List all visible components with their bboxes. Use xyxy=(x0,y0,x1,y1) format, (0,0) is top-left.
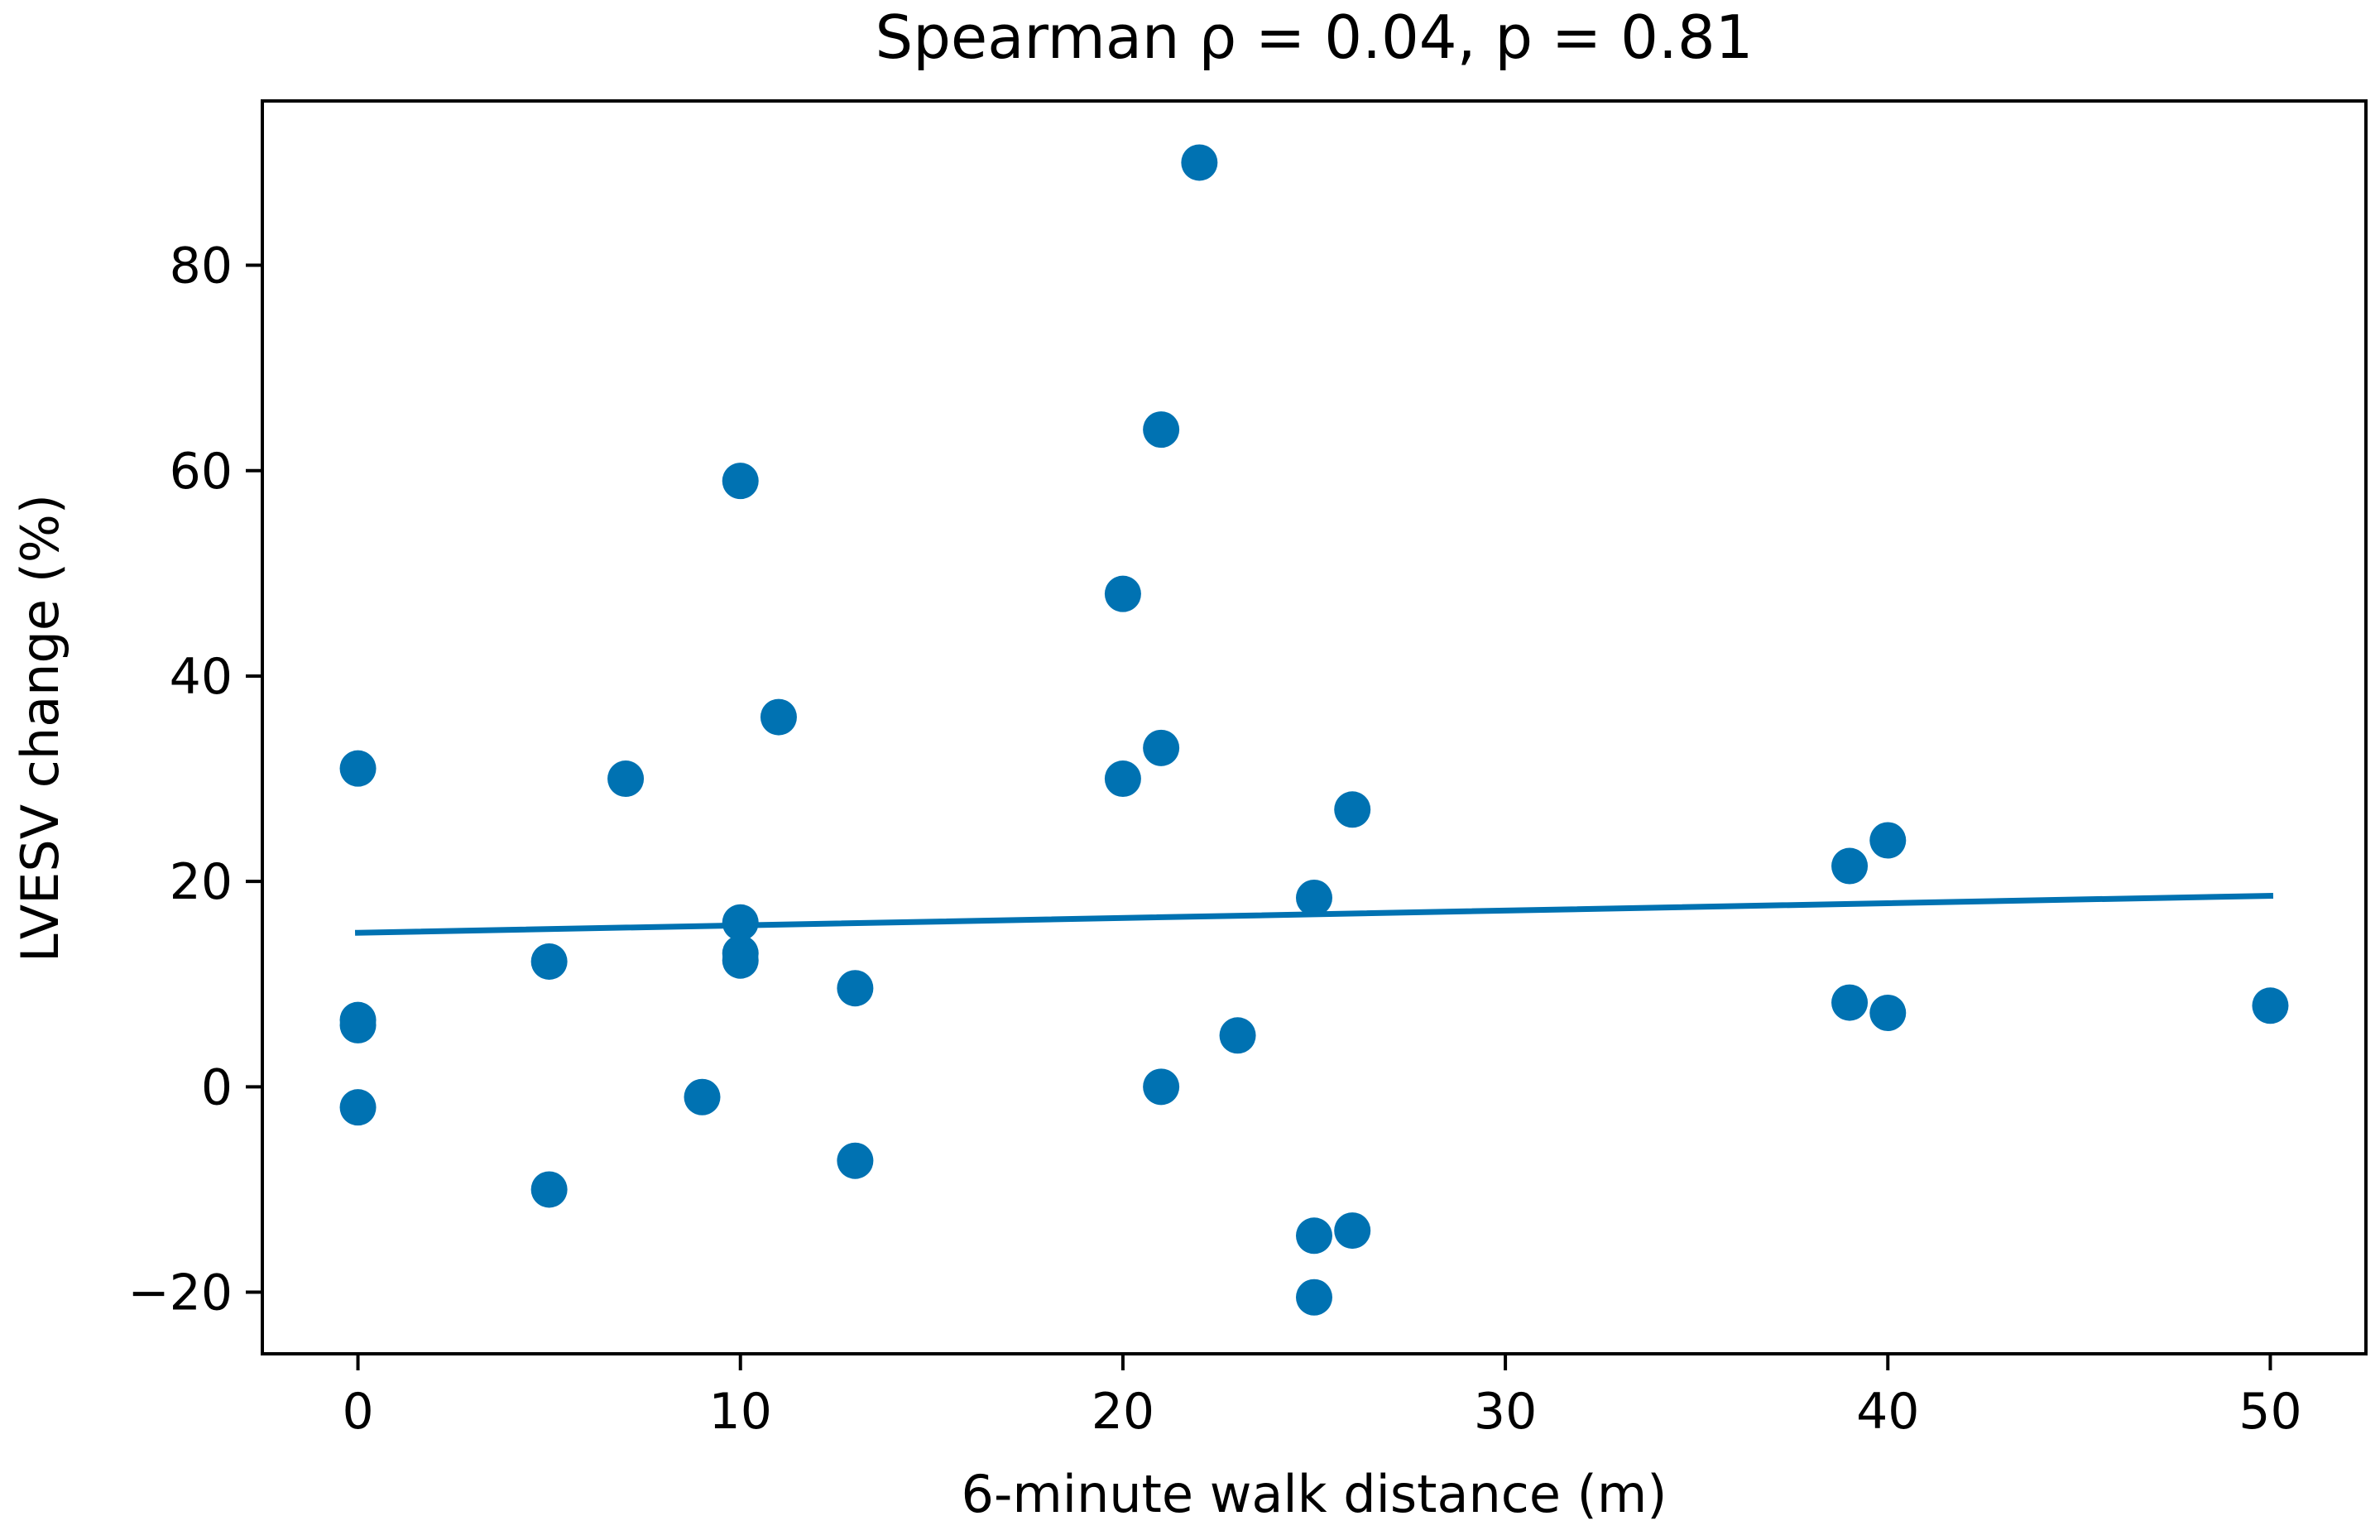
x-tick-label: 20 xyxy=(1092,1383,1154,1441)
data-point xyxy=(722,942,759,979)
x-axis-label: 6-minute walk distance (m) xyxy=(962,1464,1667,1524)
y-tick-label: 0 xyxy=(201,1058,233,1116)
data-point xyxy=(1104,760,1141,798)
y-tick-label: −20 xyxy=(127,1264,233,1322)
y-tick-label: 40 xyxy=(170,648,233,706)
y-axis-ticks: −20 0 20 40 60 80 xyxy=(127,237,262,1322)
data-point xyxy=(1869,822,1907,859)
data-point xyxy=(607,760,645,798)
data-point xyxy=(837,1142,874,1179)
data-point xyxy=(1181,144,1218,181)
data-point xyxy=(1831,984,1869,1021)
data-point xyxy=(1143,411,1180,449)
data-point xyxy=(1296,1279,1332,1316)
data-point xyxy=(1143,1068,1180,1106)
data-point xyxy=(1334,1212,1371,1250)
data-point xyxy=(1296,880,1332,917)
x-tick-label: 40 xyxy=(1856,1383,1919,1441)
data-point xyxy=(530,943,568,980)
chart-title: Spearman ρ = 0.04, p = 0.81 xyxy=(876,2,1754,72)
data-points xyxy=(339,144,2289,1316)
y-tick-label: 80 xyxy=(170,237,233,295)
data-point xyxy=(1869,994,1907,1031)
x-tick-label: 0 xyxy=(342,1383,373,1441)
data-point xyxy=(339,1006,377,1043)
data-point xyxy=(1831,847,1869,885)
y-tick-label: 20 xyxy=(170,853,233,911)
data-point xyxy=(760,698,797,736)
x-tick-label: 30 xyxy=(1474,1383,1537,1441)
data-point xyxy=(722,904,759,941)
data-point xyxy=(339,1089,377,1126)
x-tick-label: 10 xyxy=(709,1383,772,1441)
x-axis-ticks: 0 10 20 30 40 50 xyxy=(342,1354,2302,1441)
data-point xyxy=(1219,1017,1256,1054)
data-point xyxy=(1104,575,1141,612)
data-point xyxy=(1334,791,1371,828)
data-point xyxy=(1143,729,1180,766)
y-axis-label: LVESV change (%) xyxy=(10,494,70,962)
data-point xyxy=(530,1171,568,1208)
x-tick-label: 50 xyxy=(2238,1383,2301,1441)
data-point xyxy=(339,750,377,787)
y-tick-label: 60 xyxy=(170,443,233,501)
data-point xyxy=(722,463,759,500)
plot-frame xyxy=(261,99,2368,1355)
data-point xyxy=(1296,1217,1332,1255)
data-point xyxy=(684,1078,721,1115)
data-point xyxy=(2252,987,2289,1024)
data-point xyxy=(837,970,874,1007)
